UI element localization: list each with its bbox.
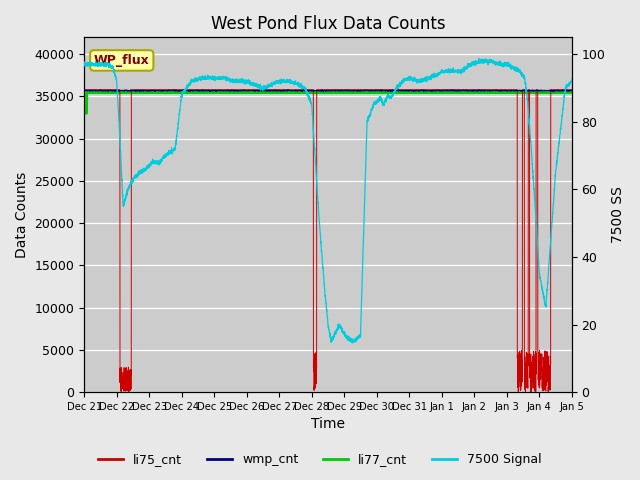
Title: West Pond Flux Data Counts: West Pond Flux Data Counts: [211, 15, 445, 33]
X-axis label: Time: Time: [311, 418, 345, 432]
Text: WP_flux: WP_flux: [94, 54, 150, 67]
Legend: li75_cnt, wmp_cnt, li77_cnt, 7500 Signal: li75_cnt, wmp_cnt, li77_cnt, 7500 Signal: [93, 448, 547, 471]
Y-axis label: 7500 SS: 7500 SS: [611, 186, 625, 243]
Y-axis label: Data Counts: Data Counts: [15, 172, 29, 258]
